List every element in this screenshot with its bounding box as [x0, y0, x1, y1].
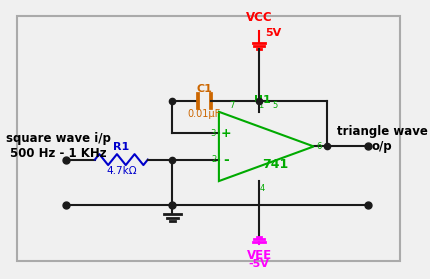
Text: VEE: VEE — [246, 249, 272, 263]
Text: U1: U1 — [254, 95, 271, 105]
Text: square wave i/p
500 Hz - 1 KHz: square wave i/p 500 Hz - 1 KHz — [6, 133, 111, 160]
Text: 1: 1 — [258, 101, 264, 110]
Text: VCC: VCC — [246, 11, 272, 24]
Text: 7: 7 — [229, 101, 234, 110]
Text: 4.7kΩ: 4.7kΩ — [106, 167, 137, 176]
Text: -: - — [223, 153, 229, 167]
Text: 741: 741 — [262, 158, 289, 171]
Text: R1: R1 — [113, 142, 129, 152]
Text: 2: 2 — [211, 155, 216, 164]
Text: 4: 4 — [260, 184, 265, 193]
Text: C1: C1 — [197, 84, 212, 94]
Text: 5: 5 — [272, 101, 277, 110]
Text: 6: 6 — [316, 142, 322, 151]
Text: 0.01μF: 0.01μF — [187, 109, 221, 119]
Text: +: + — [221, 127, 231, 140]
Text: -5V: -5V — [249, 259, 270, 269]
Text: 3: 3 — [211, 129, 216, 138]
Text: 5V: 5V — [265, 28, 282, 39]
Text: triangle wave
o/p: triangle wave o/p — [337, 125, 427, 153]
